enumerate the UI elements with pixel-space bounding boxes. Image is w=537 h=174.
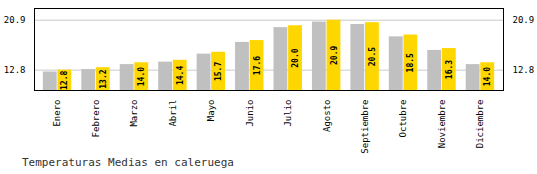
svg-text:14.4: 14.4 bbox=[176, 66, 185, 85]
svg-text:20.9: 20.9 bbox=[513, 15, 535, 25]
svg-text:16.3: 16.3 bbox=[445, 60, 454, 79]
svg-text:Diciembre: Diciembre bbox=[475, 100, 485, 149]
svg-text:Abril: Abril bbox=[168, 100, 178, 127]
svg-text:20.0: 20.0 bbox=[291, 48, 300, 67]
svg-text:17.6: 17.6 bbox=[253, 56, 262, 75]
svg-text:18.5: 18.5 bbox=[406, 53, 415, 72]
svg-text:14.0: 14.0 bbox=[483, 67, 492, 86]
svg-text:Septiembre: Septiembre bbox=[360, 100, 370, 154]
svg-text:Noviembre: Noviembre bbox=[437, 100, 447, 149]
svg-text:12.8: 12.8 bbox=[513, 65, 535, 75]
svg-text:Julio: Julio bbox=[283, 100, 293, 127]
svg-text:Agosto: Agosto bbox=[322, 100, 332, 133]
html-text:Temperaturas Medias en calerue: Temperaturas Medias en caleruega bbox=[22, 156, 234, 169]
svg-text:14.0: 14.0 bbox=[137, 67, 146, 86]
svg-text:13.2: 13.2 bbox=[99, 69, 108, 88]
svg-text:Febrero: Febrero bbox=[91, 100, 101, 138]
svg-text:20.9: 20.9 bbox=[4, 15, 26, 25]
svg-text:20.5: 20.5 bbox=[368, 47, 377, 66]
svg-text:15.7: 15.7 bbox=[214, 62, 223, 81]
svg-text:12.8: 12.8 bbox=[60, 71, 69, 90]
svg-text:Marzo: Marzo bbox=[129, 100, 139, 127]
svg-text:Octubre: Octubre bbox=[398, 100, 408, 138]
svg-text:20.9: 20.9 bbox=[330, 46, 339, 65]
svg-text:12.8: 12.8 bbox=[4, 65, 26, 75]
svg-text:Enero: Enero bbox=[52, 100, 62, 127]
svg-text:Junio: Junio bbox=[245, 100, 255, 127]
svg-text:Mayo: Mayo bbox=[206, 100, 216, 122]
